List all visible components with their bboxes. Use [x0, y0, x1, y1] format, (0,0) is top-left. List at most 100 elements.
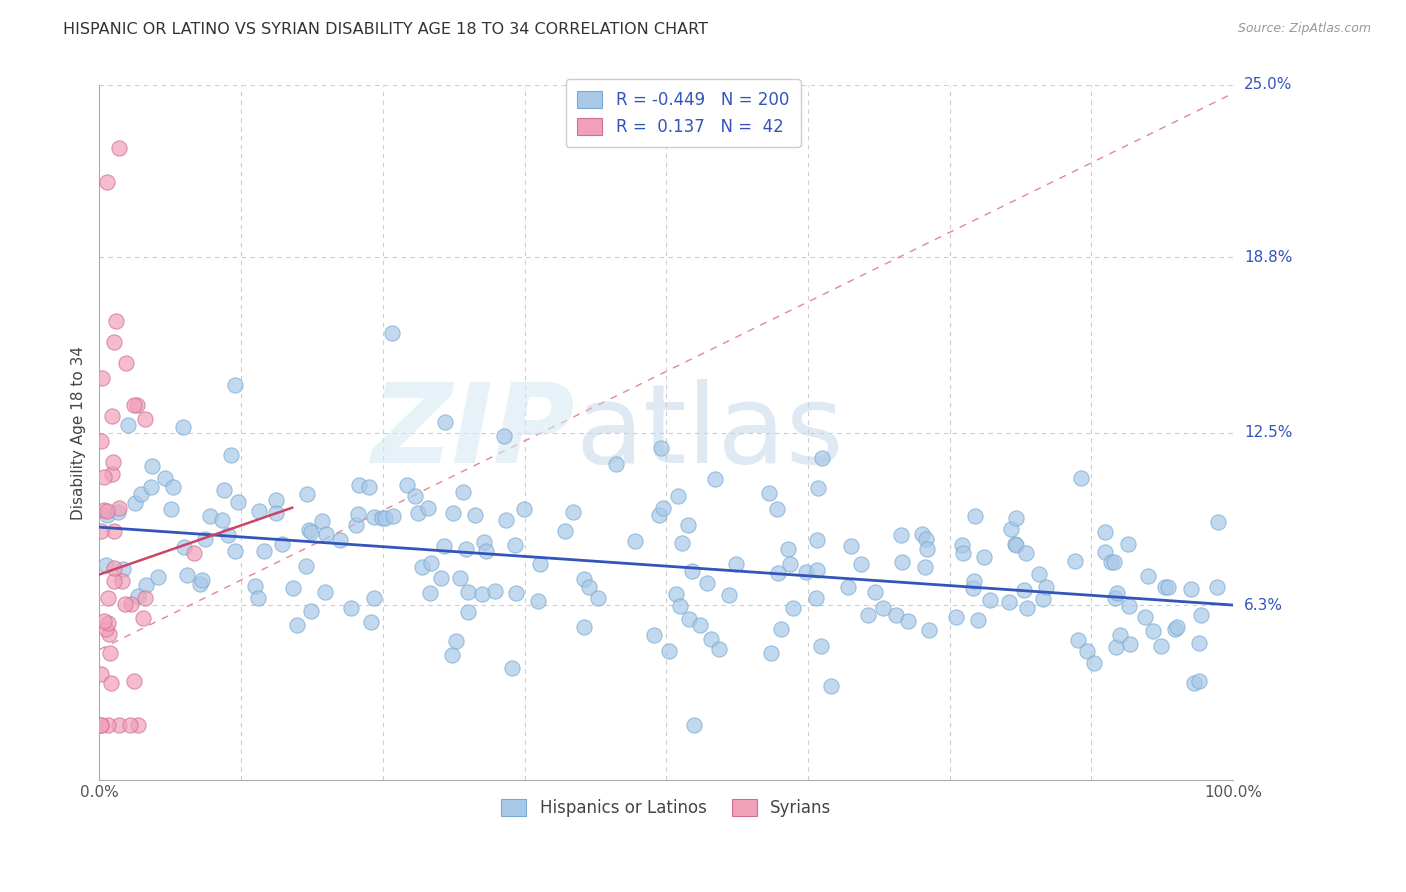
- Point: [93, 503, 115, 517]
- Point: [404, 489, 426, 503]
- Point: [155, 471, 177, 485]
- Point: [433, 539, 456, 553]
- Point: [127, 589, 149, 603]
- Point: [114, 356, 136, 370]
- Point: [967, 614, 990, 628]
- Point: [117, 418, 139, 433]
- Point: [93, 470, 115, 484]
- Point: [314, 584, 336, 599]
- Point: [122, 398, 145, 412]
- Point: [505, 585, 527, 599]
- Point: [1015, 546, 1038, 560]
- Point: [457, 585, 479, 599]
- Point: [1105, 640, 1128, 654]
- Point: [1099, 555, 1122, 569]
- Point: [298, 523, 321, 537]
- Point: [247, 504, 270, 518]
- Point: [495, 513, 517, 527]
- Point: [129, 486, 152, 500]
- Point: [146, 570, 169, 584]
- Point: [484, 583, 506, 598]
- Point: [297, 487, 319, 501]
- Point: [103, 334, 125, 349]
- Point: [198, 508, 221, 523]
- Point: [1150, 639, 1173, 653]
- Point: [108, 141, 131, 155]
- Point: [979, 592, 1001, 607]
- Point: [794, 565, 817, 579]
- Point: [678, 612, 700, 626]
- Text: 18.8%: 18.8%: [1244, 250, 1292, 265]
- Point: [1116, 536, 1139, 550]
- Point: [492, 428, 515, 442]
- Point: [97, 615, 120, 630]
- Point: [1070, 471, 1092, 485]
- Point: [820, 679, 842, 693]
- Point: [451, 484, 474, 499]
- Point: [160, 502, 183, 516]
- Point: [449, 571, 471, 585]
- Point: [245, 578, 267, 592]
- Point: [226, 495, 249, 509]
- Point: [572, 572, 595, 586]
- Point: [1188, 636, 1211, 650]
- Point: [1083, 656, 1105, 670]
- Point: [1105, 586, 1128, 600]
- Point: [90, 666, 112, 681]
- Point: [108, 717, 131, 731]
- Point: [766, 566, 789, 581]
- Point: [527, 594, 550, 608]
- Point: [650, 441, 672, 455]
- Point: [810, 639, 832, 653]
- Point: [1076, 644, 1098, 658]
- Point: [374, 511, 396, 525]
- Point: [1004, 538, 1026, 552]
- Point: [1166, 620, 1188, 634]
- Point: [311, 514, 333, 528]
- Point: [945, 610, 967, 624]
- Point: [1180, 582, 1202, 597]
- Point: [779, 557, 801, 571]
- Point: [1153, 580, 1175, 594]
- Point: [381, 508, 404, 523]
- Point: [125, 398, 148, 412]
- Point: [191, 573, 214, 587]
- Point: [950, 538, 973, 552]
- Point: [271, 537, 294, 551]
- Point: [998, 595, 1021, 609]
- Point: [371, 511, 394, 525]
- Point: [513, 502, 536, 516]
- Text: atlas: atlas: [575, 379, 844, 486]
- Point: [1028, 566, 1050, 581]
- Point: [1094, 545, 1116, 559]
- Point: [111, 561, 134, 575]
- Point: [224, 378, 246, 392]
- Point: [344, 517, 367, 532]
- Point: [194, 532, 217, 546]
- Point: [806, 563, 828, 577]
- Point: [1187, 673, 1209, 688]
- Point: [681, 564, 703, 578]
- Point: [98, 626, 121, 640]
- Point: [588, 591, 610, 605]
- Point: [183, 546, 205, 560]
- Point: [962, 582, 984, 596]
- Point: [806, 533, 828, 547]
- Point: [851, 557, 873, 571]
- Point: [120, 597, 142, 611]
- Point: [605, 458, 627, 472]
- Point: [97, 591, 120, 606]
- Point: [671, 535, 693, 549]
- Point: [347, 477, 370, 491]
- Point: [90, 524, 112, 539]
- Point: [572, 620, 595, 634]
- Point: [440, 648, 463, 663]
- Point: [457, 606, 479, 620]
- Point: [90, 717, 112, 731]
- Point: [1005, 510, 1028, 524]
- Point: [915, 532, 938, 546]
- Point: [915, 541, 938, 556]
- Point: [141, 459, 163, 474]
- Point: [554, 524, 576, 538]
- Point: [1118, 599, 1140, 613]
